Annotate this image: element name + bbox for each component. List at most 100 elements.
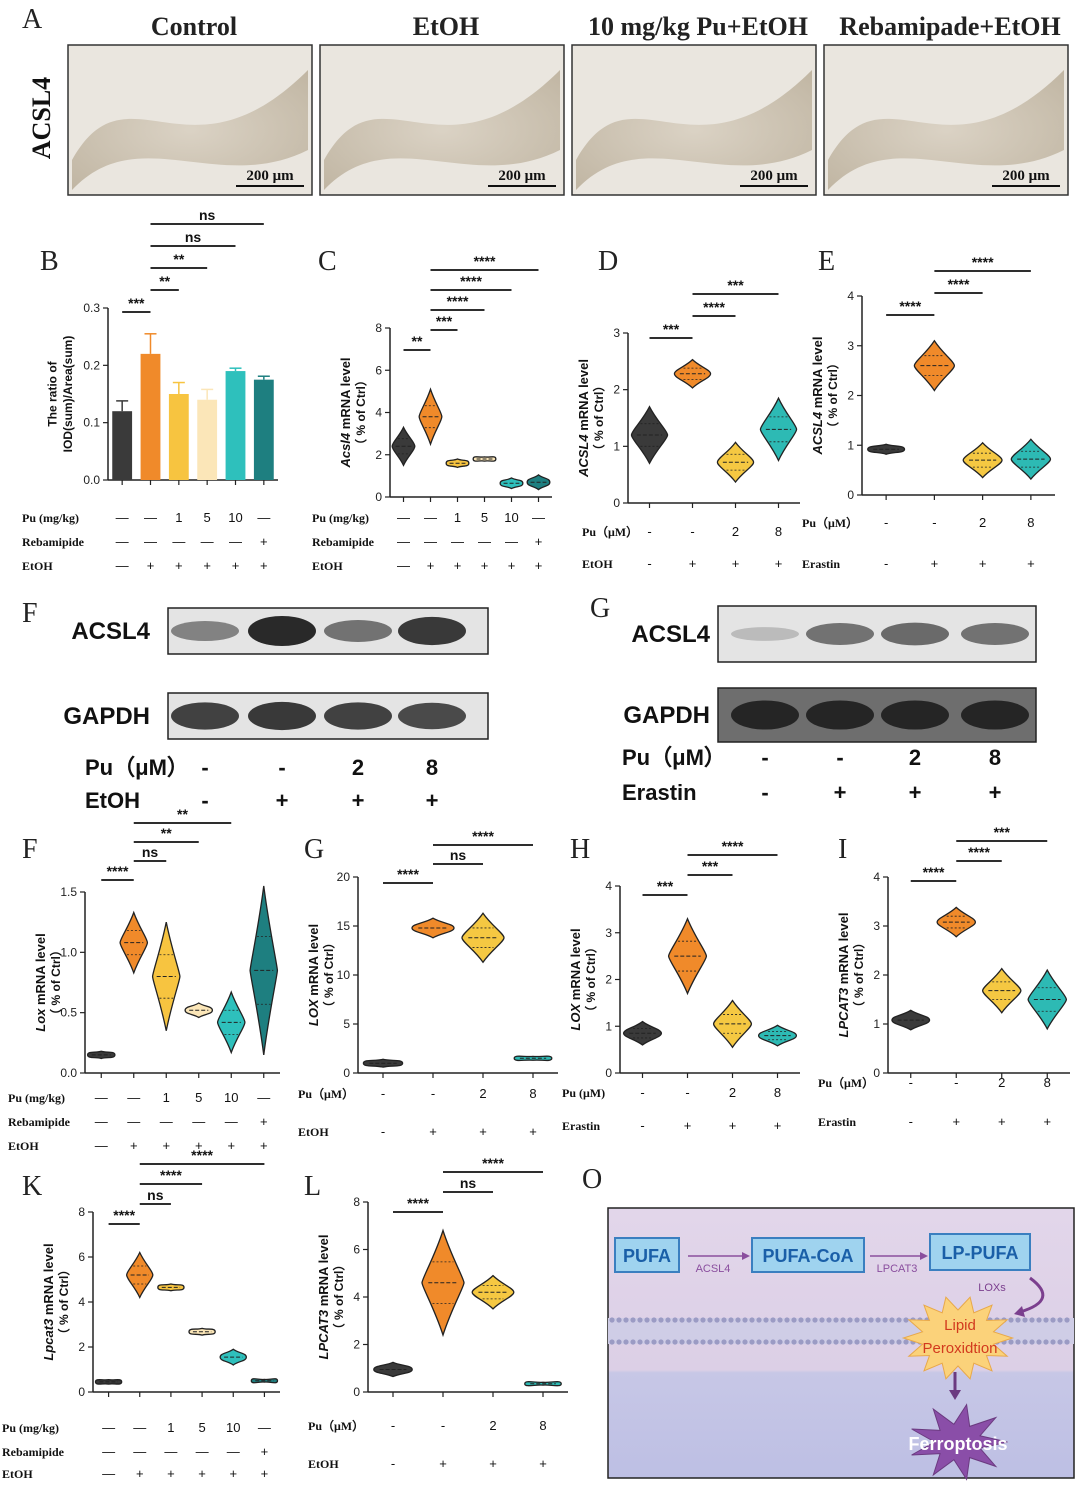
lipid-head	[679, 1339, 685, 1345]
sig-label: ****	[899, 298, 921, 314]
blot-row-label: GAPDH	[623, 702, 710, 729]
blot-band	[806, 700, 874, 730]
condition-value: +	[689, 556, 697, 571]
condition-value: 1	[163, 1090, 170, 1105]
condition-value: +	[260, 1138, 268, 1153]
condition-value: 8	[1044, 1075, 1051, 1090]
lipid-head	[784, 1317, 790, 1323]
sig-label: ns	[450, 847, 467, 863]
condition-value: —	[257, 1090, 270, 1105]
condition-value: +	[136, 1466, 144, 1481]
lipid-head	[686, 1339, 692, 1345]
condition-value: +	[931, 556, 939, 571]
lipid-head	[1008, 1339, 1014, 1345]
blot-band	[324, 620, 392, 642]
lipid-head	[840, 1317, 846, 1323]
lipid-head	[672, 1317, 678, 1323]
condition-value: 10	[228, 510, 242, 525]
y-axis-label-unit: （ % of Ctrl）	[591, 380, 606, 457]
condition-label: EtOH	[308, 1457, 339, 1471]
y-axis-label: The ratio of IOD(sum)/Area(sum)	[45, 336, 75, 453]
bar	[197, 399, 218, 480]
condition-value: 5	[481, 510, 488, 525]
bar	[168, 394, 189, 480]
lipid-head	[1029, 1339, 1035, 1345]
blot-band	[324, 702, 392, 730]
blot-band	[731, 700, 799, 730]
node-pufa	[614, 1237, 680, 1273]
sig-label: ***	[702, 858, 719, 874]
lipid-head	[1036, 1317, 1042, 1323]
condition-value: +	[479, 1124, 487, 1139]
lipid-head	[840, 1339, 846, 1345]
condition-value: -	[884, 515, 888, 530]
condition-value: +	[227, 1138, 235, 1153]
condition-value: —	[532, 510, 545, 525]
condition-value: 8	[539, 1418, 546, 1433]
panel-letter-h: F	[22, 834, 38, 865]
blot-condition-value: +	[909, 780, 922, 805]
lipid-head	[672, 1339, 678, 1345]
condition-label: Pu（μM）	[308, 1418, 364, 1433]
condition-value: —	[258, 1420, 271, 1435]
blot-band	[398, 702, 466, 730]
y-tick-label: 0.5	[60, 1006, 77, 1020]
condition-value: 8	[774, 1085, 781, 1100]
lipid-head	[798, 1317, 804, 1323]
lipid-head	[826, 1339, 832, 1345]
condition-label: Pu（μM）	[802, 515, 858, 530]
y-tick-label: 1.0	[60, 945, 77, 959]
lipid-head	[1022, 1317, 1028, 1323]
blot-condition-value: +	[426, 788, 439, 813]
blot-condition-value: -	[836, 745, 843, 770]
condition-value: 8	[775, 524, 782, 539]
blot-row-label: ACSL4	[631, 621, 710, 648]
sig-label: ***	[657, 878, 674, 894]
condition-value: +	[979, 556, 987, 571]
lipid-head	[868, 1339, 874, 1345]
lipid-head	[700, 1339, 706, 1345]
sig-label: ****	[160, 1167, 182, 1183]
lipid-head	[749, 1339, 755, 1345]
sig-label: ***	[436, 313, 453, 329]
y-tick-label: 4	[353, 1290, 360, 1304]
blot-condition-label: EtOH	[85, 788, 140, 813]
sig-label: ****	[113, 1207, 135, 1223]
condition-value: —	[397, 510, 410, 525]
lipid-head	[728, 1339, 734, 1345]
arrowhead-acsl4	[742, 1252, 750, 1260]
lipid-head	[693, 1317, 699, 1323]
y-axis-label-unit: （ % of Ctrl）	[583, 941, 598, 1018]
condition-label: Pu (mg/kg)	[8, 1091, 65, 1105]
lipid-head	[742, 1339, 748, 1345]
y-axis-label-unit: （ % of Ctrl）	[56, 1264, 71, 1341]
sig-label: ***	[994, 824, 1011, 840]
condition-value: 2	[732, 524, 739, 539]
condition-label: EtOH	[2, 1467, 33, 1481]
lipid-head	[735, 1317, 741, 1323]
condition-value: —	[127, 1114, 140, 1129]
lipid-head	[896, 1339, 902, 1345]
panel-letter-b: B	[40, 246, 59, 277]
lipid-head	[868, 1317, 874, 1323]
sig-label: ****	[722, 838, 744, 854]
blot-band	[398, 616, 466, 646]
condition-value: —	[505, 534, 518, 549]
blot-band	[248, 701, 316, 731]
lipid-head	[679, 1317, 685, 1323]
condition-value: +	[1043, 1114, 1051, 1129]
condition-value: +	[130, 1138, 138, 1153]
condition-value: 2	[998, 1075, 1005, 1090]
scale-bar-label: 200 μm	[750, 168, 798, 184]
condition-value: —	[95, 1090, 108, 1105]
lipid-head	[812, 1317, 818, 1323]
condition-value: 10	[226, 1420, 240, 1435]
blot-condition-value: +	[276, 788, 289, 813]
lipid-head	[749, 1317, 755, 1323]
lipid-head	[630, 1317, 636, 1323]
lipid-head	[728, 1317, 734, 1323]
lipid-head	[714, 1317, 720, 1323]
y-tick-label: 10	[337, 968, 351, 982]
condition-value: —	[229, 534, 242, 549]
